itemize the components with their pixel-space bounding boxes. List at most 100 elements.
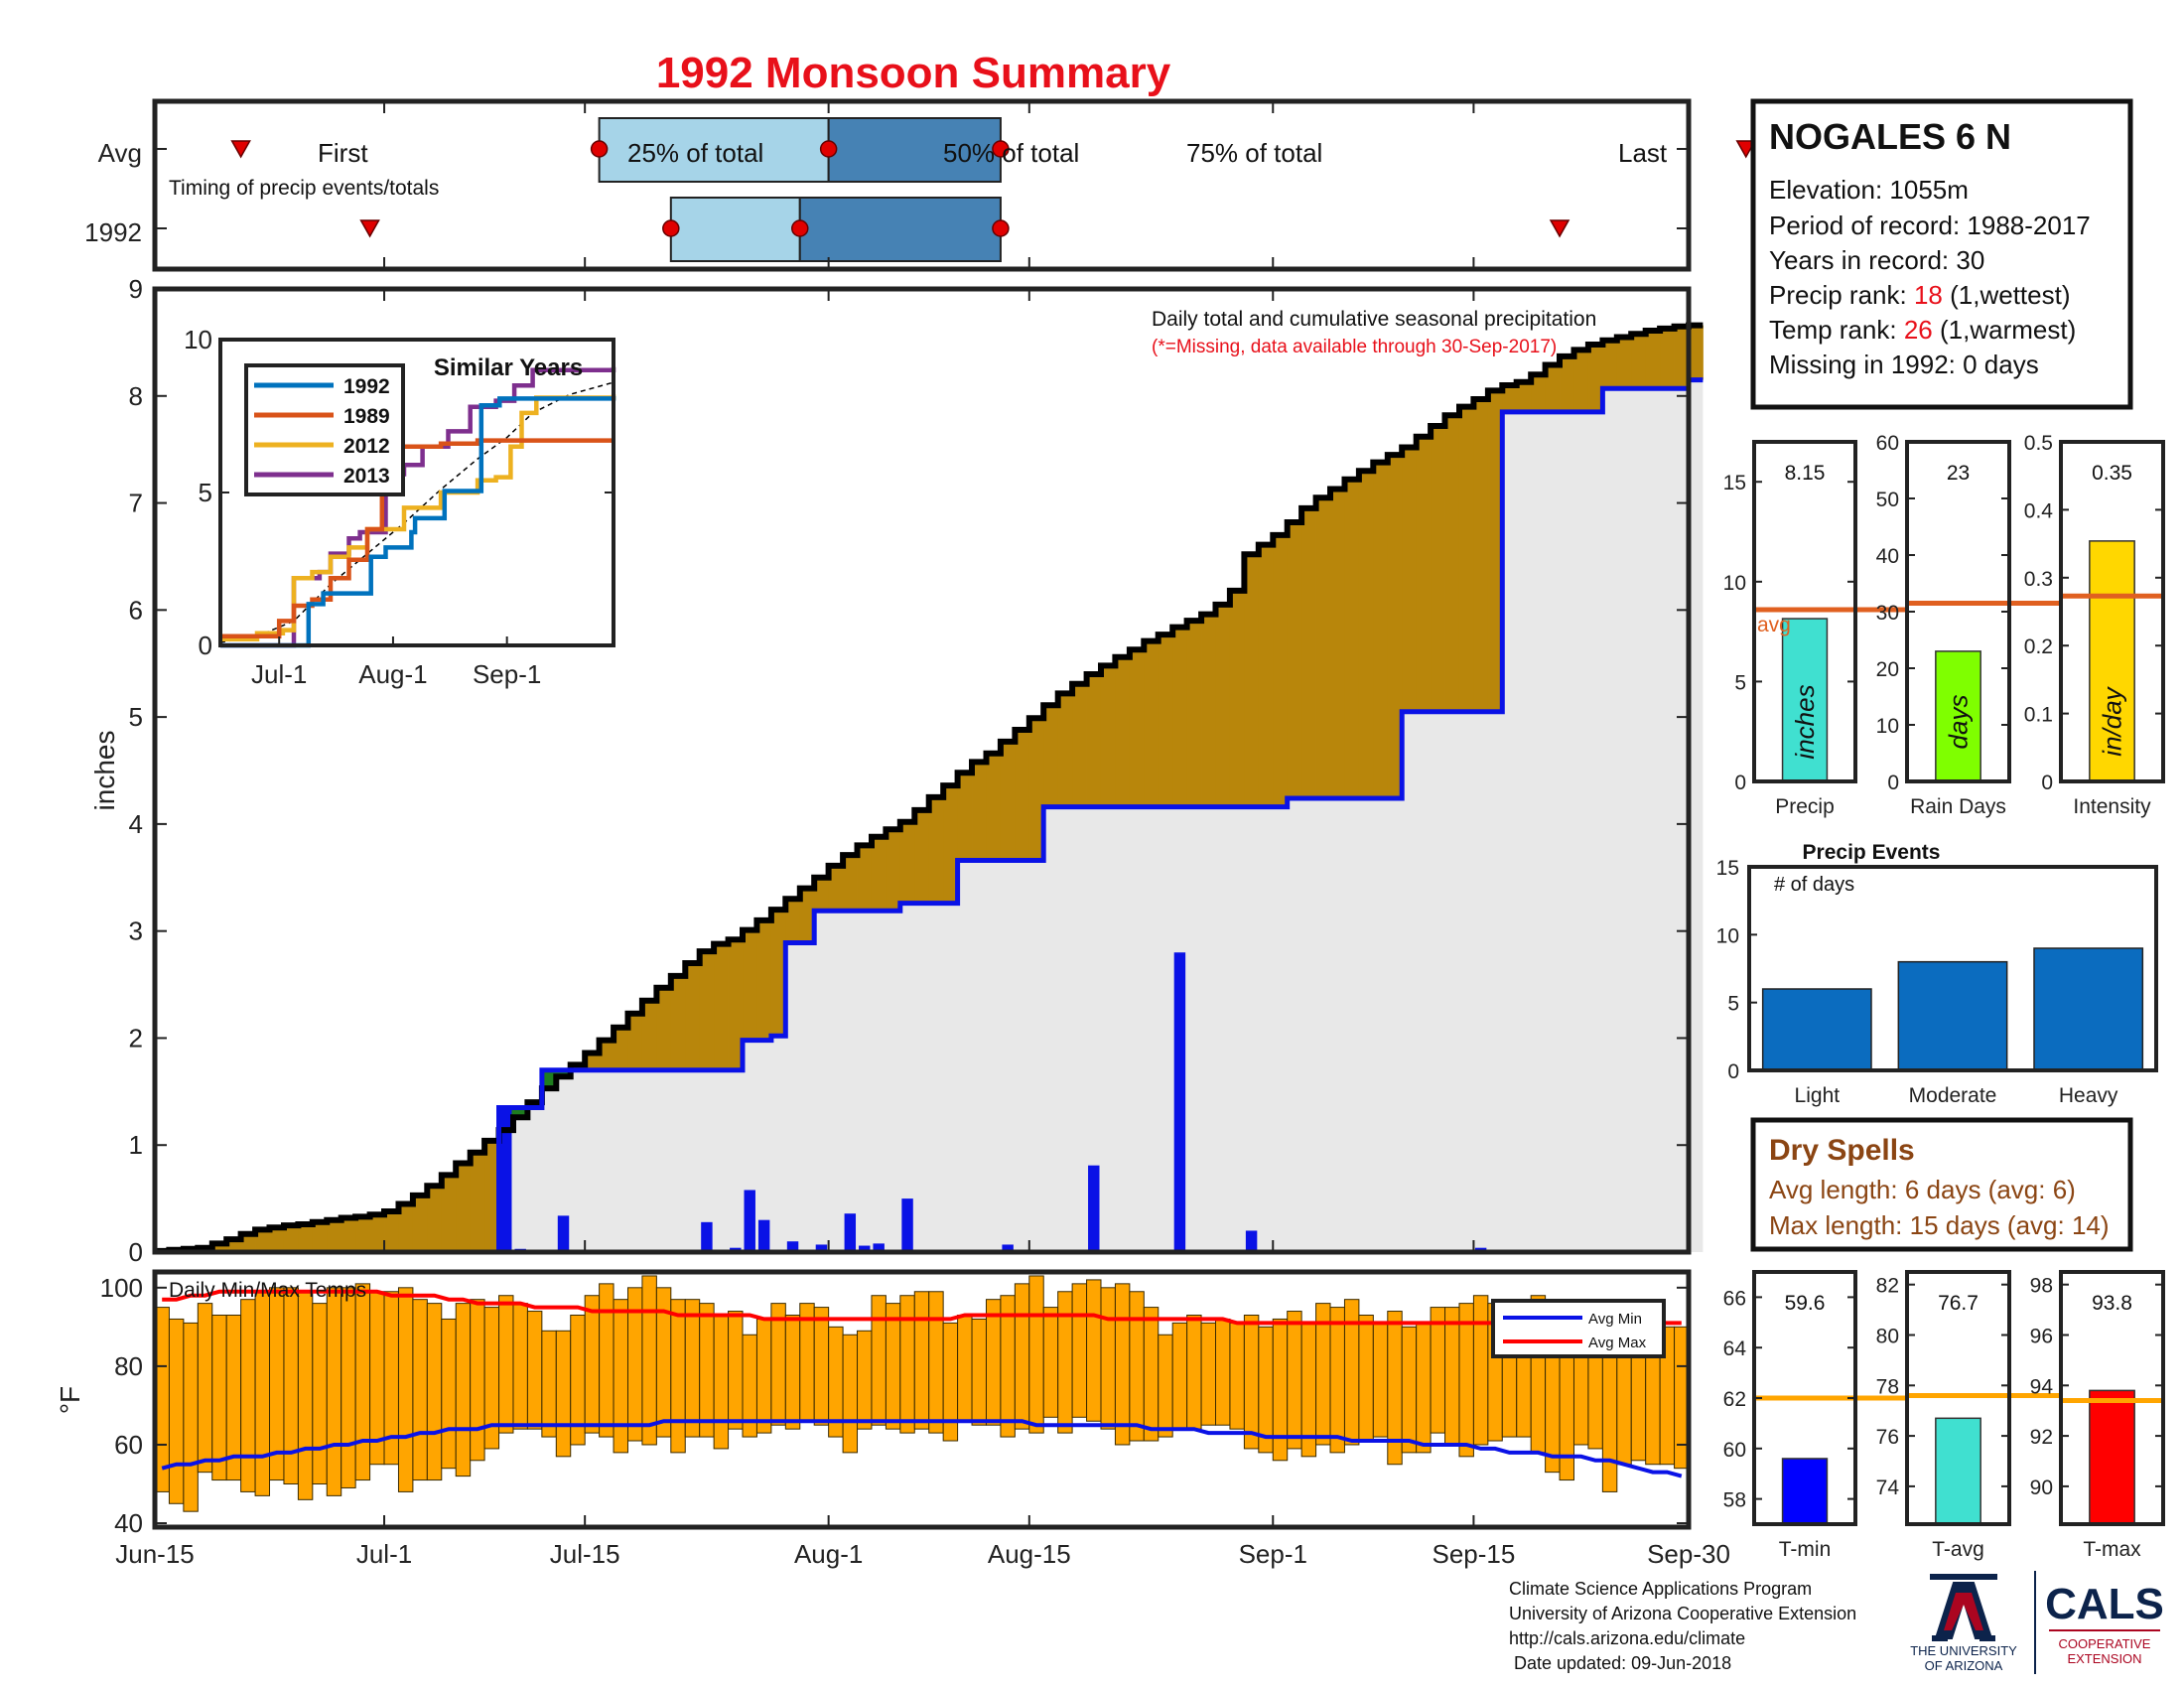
avg-min-line [161, 1419, 1683, 1478]
temp-label: Daily Min/Max Temps [169, 1279, 366, 1302]
temp-ytick-label: 40 [114, 1508, 143, 1538]
timing-year-last-marker [1549, 219, 1570, 238]
daily-temp-bar [1086, 1279, 1102, 1422]
deficit-fill [814, 877, 830, 912]
daily-temp-bar [1057, 1291, 1073, 1434]
daily-temp-bar [842, 1334, 859, 1454]
daily-temp-bar [755, 1318, 772, 1434]
deficit-fill [1043, 705, 1059, 807]
deficit-fill [1431, 425, 1445, 712]
deficit-fill [1645, 331, 1661, 389]
deficit-fill [728, 939, 744, 1070]
daily-temp-bar [341, 1287, 356, 1488]
deficit-fill [1573, 350, 1589, 412]
daily-temp-bar [1014, 1283, 1030, 1430]
daily-precip-bar [815, 1244, 828, 1252]
precip-stat-ytick-label: 0 [1734, 772, 1746, 794]
daily-temp-bar [397, 1287, 414, 1492]
deficit-fill [1244, 554, 1260, 807]
footer: Climate Science Applications Program Uni… [1509, 1571, 2164, 1674]
daily-temp-bar [1287, 1311, 1302, 1450]
rain-days-stat-label: Rain Days [1910, 795, 2006, 818]
deficit-fill [1315, 497, 1331, 799]
timing-row-avg: Avg [98, 138, 142, 168]
deficit-fill [1616, 337, 1632, 389]
daily-temp-bar [1215, 1318, 1231, 1426]
daily-temp-bar [197, 1303, 213, 1474]
intensity-stat-ytick-label: 0.5 [2024, 432, 2053, 455]
daily-temp-bar [985, 1299, 1002, 1426]
label-q25: 25% of total [627, 138, 763, 168]
tavg-stat-ytick-label: 82 [1876, 1275, 1899, 1298]
avg-cumulative-line [155, 322, 1704, 1254]
timing-avg-q75-marker [992, 140, 1010, 158]
station-period: Period of record: 1988-2017 [1769, 211, 2091, 240]
deficit-fill [427, 1186, 443, 1252]
legend-avg-min: Avg Min [1588, 1311, 1642, 1328]
events-title: Precip Events [1803, 841, 1941, 864]
university-of-arizona-logo: THE UNIVERSITY OF ARIZONA [1910, 1574, 2017, 1673]
event-label: Moderate [1909, 1084, 1997, 1107]
main-ytick-label: 9 [129, 274, 143, 304]
daily-temp-bar [971, 1318, 987, 1426]
event-bar-moderate [1897, 960, 2008, 1071]
daily-temp-bar [1100, 1287, 1116, 1430]
tavg-stat-bar [1935, 1417, 1981, 1525]
daily-temp-bar [1229, 1322, 1245, 1430]
daily-temp-bar [942, 1322, 959, 1442]
main-ylabel: inches [89, 731, 120, 811]
legend-label-1989: 1989 [343, 405, 390, 428]
deficit-fill [1387, 455, 1403, 799]
temp-ytick-label: 60 [114, 1430, 143, 1460]
missing-note: (*=Missing, data available through 30-Se… [1152, 337, 1557, 357]
avg-max-line [162, 1289, 1682, 1326]
intensity-stat-ytick-label: 0.2 [2024, 635, 2053, 658]
deficit-fill [614, 1027, 628, 1070]
daily-temp-bar [1042, 1307, 1059, 1418]
daily-temp-bar [670, 1299, 686, 1454]
cals-line-2: EXTENSION [2067, 1651, 2141, 1666]
deficit-fill [656, 987, 672, 1070]
events-ytick-label: 10 [1716, 924, 1739, 947]
daily-precip-bar [844, 1213, 857, 1252]
deficit-fill [714, 943, 729, 1070]
temp-rank: Temp rank: 26 (1,warmest) [1769, 315, 2076, 345]
rain-days-stat-value: 23 [1947, 462, 1970, 485]
main-ytick-label: 6 [129, 595, 143, 625]
deficit-fill [441, 1175, 457, 1252]
daily-temp-bar [455, 1303, 472, 1477]
timing-panel: Avg 1992 Timing of precip events/totals … [84, 98, 1757, 272]
tavg-stat-frame [1905, 1270, 2011, 1526]
daily-temp-bar [770, 1303, 786, 1426]
main-ytick-label: 3 [129, 916, 143, 946]
daily-temp-bar [957, 1314, 973, 1422]
tmin-stat-bar [1781, 1458, 1829, 1525]
event-label: Heavy [2059, 1084, 2118, 1107]
daily-temp-bar [928, 1291, 944, 1434]
tavg-stat-ytick-label: 74 [1876, 1477, 1900, 1499]
tmax-stat-label: T-max [2083, 1538, 2141, 1561]
daily-temp-bar [1329, 1307, 1345, 1454]
similar-line-2012 [220, 394, 616, 642]
label-q75: 75% of total [1186, 138, 1322, 168]
temp-legend [1491, 1299, 1666, 1358]
xtick-label-aug-15: Aug-15 [988, 1539, 1071, 1569]
footer-line-4: Date updated: 09-Jun-2018 [1509, 1653, 1731, 1673]
deficit-fill [756, 919, 772, 1041]
deficit-fill [1301, 507, 1316, 799]
precip-events-panel: Precip Events Light Moderate Heavy 0 5 10 15 #… [1716, 841, 2158, 1107]
deficit-fill [1100, 665, 1116, 807]
daily-temp-bar [1028, 1275, 1044, 1434]
daily-temp-bar [1243, 1314, 1260, 1450]
tmin-stat-ytick-label: 60 [1723, 1439, 1746, 1462]
inset-ytick-label: 10 [184, 325, 212, 354]
surplus-fill [556, 1069, 572, 1077]
station-elevation: Elevation: 1055m [1769, 175, 1969, 205]
rain-days-stat-ytick-label: 10 [1876, 715, 1899, 738]
daily-temp-bar [641, 1275, 657, 1446]
timing-year-q75-marker [992, 219, 1010, 237]
legend-label-1992: 1992 [343, 375, 390, 398]
daily-temp-bar [728, 1311, 744, 1430]
deficit-fill [1602, 340, 1618, 389]
